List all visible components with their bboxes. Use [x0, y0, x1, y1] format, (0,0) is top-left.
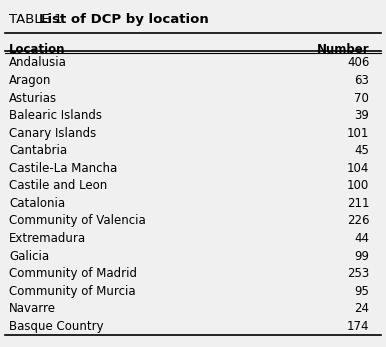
Text: Cantabria: Cantabria	[9, 144, 67, 157]
Text: 211: 211	[347, 197, 369, 210]
Text: Balearic Islands: Balearic Islands	[9, 109, 102, 122]
Text: 226: 226	[347, 214, 369, 228]
Text: Galicia: Galicia	[9, 249, 49, 263]
Text: Community of Valencia: Community of Valencia	[9, 214, 146, 228]
Text: 24: 24	[354, 302, 369, 315]
Text: Andalusia: Andalusia	[9, 57, 67, 69]
Text: Basque Country: Basque Country	[9, 320, 104, 333]
Text: 174: 174	[347, 320, 369, 333]
Text: 253: 253	[347, 267, 369, 280]
Text: 100: 100	[347, 179, 369, 192]
Text: Castile-La Mancha: Castile-La Mancha	[9, 162, 117, 175]
Text: Location: Location	[9, 43, 66, 56]
Text: 63: 63	[354, 74, 369, 87]
Text: 99: 99	[354, 249, 369, 263]
Text: 44: 44	[354, 232, 369, 245]
Text: Number: Number	[317, 43, 369, 56]
Text: 70: 70	[354, 92, 369, 104]
Text: 101: 101	[347, 127, 369, 140]
Text: Navarre: Navarre	[9, 302, 56, 315]
Text: Extremadura: Extremadura	[9, 232, 86, 245]
Text: 104: 104	[347, 162, 369, 175]
Text: 39: 39	[354, 109, 369, 122]
Text: 95: 95	[354, 285, 369, 298]
Text: Aragon: Aragon	[9, 74, 51, 87]
Text: Community of Madrid: Community of Madrid	[9, 267, 137, 280]
Text: Community of Murcia: Community of Murcia	[9, 285, 135, 298]
Text: 45: 45	[354, 144, 369, 157]
Text: 406: 406	[347, 57, 369, 69]
Text: Catalonia: Catalonia	[9, 197, 65, 210]
Text: List of DCP by location: List of DCP by location	[39, 14, 209, 26]
Text: Asturias: Asturias	[9, 92, 57, 104]
Text: TABLE 1.: TABLE 1.	[9, 14, 71, 26]
Text: Canary Islands: Canary Islands	[9, 127, 96, 140]
Text: Castile and Leon: Castile and Leon	[9, 179, 107, 192]
